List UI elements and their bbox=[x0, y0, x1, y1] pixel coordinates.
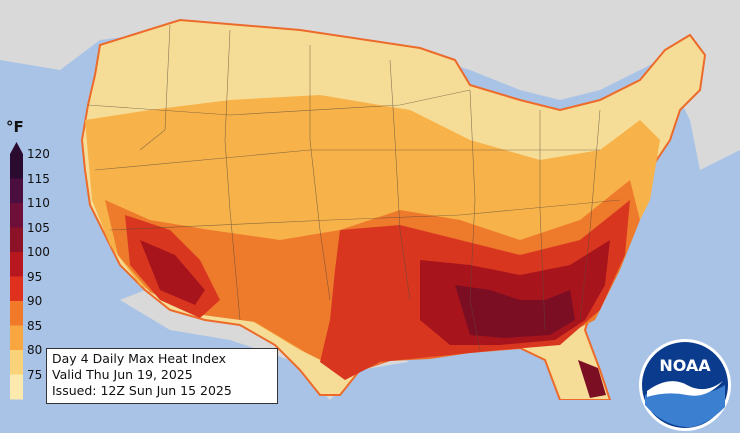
legend-stripe bbox=[10, 252, 23, 277]
state-borders bbox=[87, 24, 621, 351]
legend-tick-label: 95 bbox=[27, 269, 43, 284]
info-box: Day 4 Daily Max Heat Index Valid Thu Jun… bbox=[46, 348, 278, 404]
legend-stripe bbox=[10, 203, 23, 228]
legend-stripe bbox=[10, 301, 23, 326]
legend-tick-label: 80 bbox=[27, 343, 43, 357]
legend-top-triangle bbox=[10, 142, 23, 154]
zone-extreme bbox=[455, 285, 606, 398]
legend-stripe bbox=[10, 325, 23, 351]
legend-stripe bbox=[10, 178, 23, 204]
info-title: Day 4 Daily Max Heat Index bbox=[52, 351, 227, 366]
legend-stripe bbox=[10, 276, 23, 302]
legend-unit: °F bbox=[6, 118, 24, 136]
legend-stripe bbox=[10, 374, 23, 400]
noaa-logo: NOAA bbox=[639, 339, 731, 431]
legend-tick-label: 105 bbox=[27, 220, 50, 235]
noaa-logo-text: NOAA bbox=[659, 356, 711, 375]
legend-color-bar bbox=[10, 142, 23, 400]
legend-tick-label: 100 bbox=[27, 245, 50, 259]
canada-land bbox=[0, 0, 740, 170]
legend-tick-label: 120 bbox=[27, 147, 50, 161]
legend-stripe bbox=[10, 350, 23, 375]
legend-stripe bbox=[10, 154, 23, 179]
info-issued-date: Issued: 12Z Sun Jun 15 2025 bbox=[52, 383, 232, 398]
legend-stripe bbox=[10, 227, 23, 253]
info-valid-date: Valid Thu Jun 19, 2025 bbox=[52, 367, 193, 382]
heat-index-map bbox=[0, 0, 740, 400]
legend-tick-label: 110 bbox=[27, 196, 50, 210]
legend-tick-label: 75 bbox=[27, 367, 43, 382]
gulf-water bbox=[330, 350, 600, 400]
legend-tick-label: 115 bbox=[27, 171, 50, 186]
noaa-logo-wave bbox=[647, 381, 723, 397]
legend-tick-label: 85 bbox=[27, 318, 43, 333]
legend-tick-label: 90 bbox=[27, 294, 43, 308]
legend-stripes bbox=[10, 154, 23, 400]
